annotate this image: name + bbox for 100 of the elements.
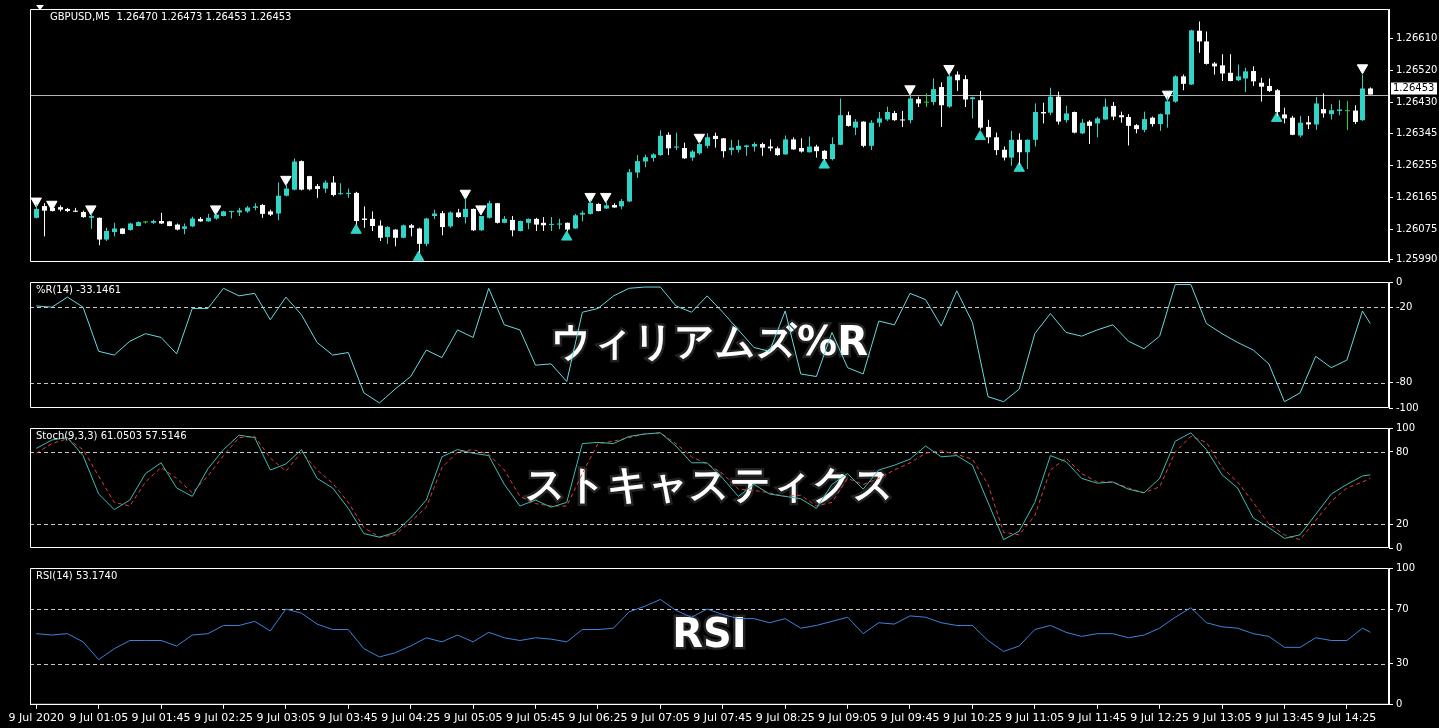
y-tick-label: 70 xyxy=(1396,602,1409,614)
candlestick xyxy=(1314,96,1319,131)
chart-title: GBPUSD,M5 1.26470 1.26473 1.26453 1.26453 xyxy=(50,10,292,22)
x-tick-label: 9 Jul 12:25 xyxy=(1130,711,1190,725)
candlestick xyxy=(1025,138,1030,170)
candlestick xyxy=(658,129,663,157)
candlestick xyxy=(635,154,640,179)
x-tick-label: 9 Jul 13:05 xyxy=(1192,711,1252,725)
candlestick xyxy=(1165,96,1170,129)
chart-title: RSI(14) 53.1740 xyxy=(36,569,118,581)
y-tick-label: 100 xyxy=(1396,421,1416,433)
y-tick-label: -100 xyxy=(1396,401,1419,413)
y-tick-label: 1.26255 xyxy=(1396,158,1438,170)
x-tick-label: 9 Jul 01:45 xyxy=(131,711,191,725)
x-tick-label: 9 Jul 11:05 xyxy=(1005,711,1065,725)
candlestick xyxy=(97,216,102,246)
ref-line-label: 1.26453 xyxy=(1393,82,1435,94)
y-tick-label: 0 xyxy=(1396,698,1403,710)
point xyxy=(1356,64,1369,75)
candlestick xyxy=(557,218,562,230)
candlestick xyxy=(1251,65,1256,87)
y-tick-label: 100 xyxy=(1396,561,1416,573)
point xyxy=(693,133,706,144)
candlestick xyxy=(1353,104,1358,125)
candlestick xyxy=(1220,53,1225,82)
candlestick xyxy=(1103,97,1108,121)
candlestick xyxy=(1275,88,1280,117)
x-tick-label: 9 Jul 13:45 xyxy=(1254,711,1314,725)
candlestick xyxy=(463,197,468,225)
y-tick-label: 1.26610 xyxy=(1396,32,1438,44)
candlestick xyxy=(1259,77,1264,103)
candlestick xyxy=(908,94,913,124)
candlestick xyxy=(1345,100,1350,131)
x-tick-label: 9 Jul 09:45 xyxy=(880,711,940,725)
y-tick-label: -80 xyxy=(1396,376,1413,388)
candlestick xyxy=(338,182,343,196)
candlestick xyxy=(1243,67,1248,93)
candlestick xyxy=(276,182,281,221)
candlestick xyxy=(549,216,554,232)
candlestick xyxy=(378,219,383,242)
candlestick xyxy=(370,210,375,232)
candlestick xyxy=(1321,92,1326,119)
x-tick-label: 9 Jul 14:25 xyxy=(1317,711,1377,725)
x-tick-label: 9 Jul 04:25 xyxy=(381,711,441,725)
candlestick xyxy=(1126,113,1131,146)
point xyxy=(209,205,222,216)
y-tick-label: 1.26345 xyxy=(1396,126,1438,138)
candlestick xyxy=(1087,119,1092,145)
candlestick xyxy=(1228,53,1233,82)
x-tick-label: 9 Jul 02:25 xyxy=(193,711,253,725)
candlestick xyxy=(1142,111,1147,133)
y-tick-label: 1.26165 xyxy=(1396,190,1438,202)
candlestick xyxy=(869,119,874,151)
y-tick-label: 1.25990 xyxy=(1396,253,1438,265)
candlestick xyxy=(331,175,336,197)
candlestick xyxy=(924,92,929,108)
annotation: RSI xyxy=(672,609,747,656)
candlestick xyxy=(1298,115,1303,138)
y-tick-label: 1.26075 xyxy=(1396,222,1438,234)
candlestick xyxy=(510,215,515,237)
candlestick xyxy=(1009,130,1014,167)
x-tick-label: 9 Jul 10:25 xyxy=(942,711,1002,725)
chart-title: %R(14) -33.1461 xyxy=(36,283,122,295)
y-tick-label: 0 xyxy=(1396,275,1403,287)
candlestick xyxy=(417,227,422,254)
point xyxy=(1161,90,1174,101)
x-tick-label: 9 Jul 07:05 xyxy=(630,711,690,725)
candlestick xyxy=(666,131,671,156)
y-tick-label: 20 xyxy=(1396,517,1409,529)
x-tick-label: 9 Jul 03:45 xyxy=(318,711,378,725)
x-tick-label: 9 Jul 05:45 xyxy=(506,711,566,725)
candlestick xyxy=(1048,87,1053,116)
x-tick-label: 9 Jul 07:45 xyxy=(693,711,753,725)
y-tick-label: 1.26520 xyxy=(1396,64,1438,76)
chart-title: Stoch(9,3,3) 61.0503 57.5146 xyxy=(36,429,187,441)
point xyxy=(85,205,97,216)
candlestick xyxy=(1204,30,1209,66)
candlestick xyxy=(830,136,835,161)
x-tick-label: 9 Jul 01:05 xyxy=(69,711,129,725)
x-tick-label: 9 Jul 09:05 xyxy=(818,711,878,725)
point xyxy=(600,192,612,203)
point xyxy=(475,205,487,216)
candlestick xyxy=(1017,132,1022,166)
point xyxy=(459,189,472,200)
point xyxy=(584,192,596,203)
candlestick xyxy=(1197,20,1202,54)
x-tick-label: 9 Jul 03:05 xyxy=(256,711,316,725)
candlestick xyxy=(783,135,788,156)
point xyxy=(280,175,292,186)
y-tick-label: -20 xyxy=(1396,300,1413,312)
candlestick xyxy=(963,74,968,108)
x-tick-label: 9 Jul 2020 xyxy=(8,711,64,725)
x-tick-label: 9 Jul 06:25 xyxy=(568,711,628,725)
y-tick-label: 30 xyxy=(1396,657,1409,669)
y-tick-label: 1.26430 xyxy=(1396,96,1438,108)
candlestick xyxy=(994,132,999,156)
candlestick xyxy=(900,110,905,128)
candlestick xyxy=(1111,101,1116,121)
x-tick-label: 9 Jul 11:45 xyxy=(1067,711,1127,725)
y-tick-label: 80 xyxy=(1396,445,1409,457)
